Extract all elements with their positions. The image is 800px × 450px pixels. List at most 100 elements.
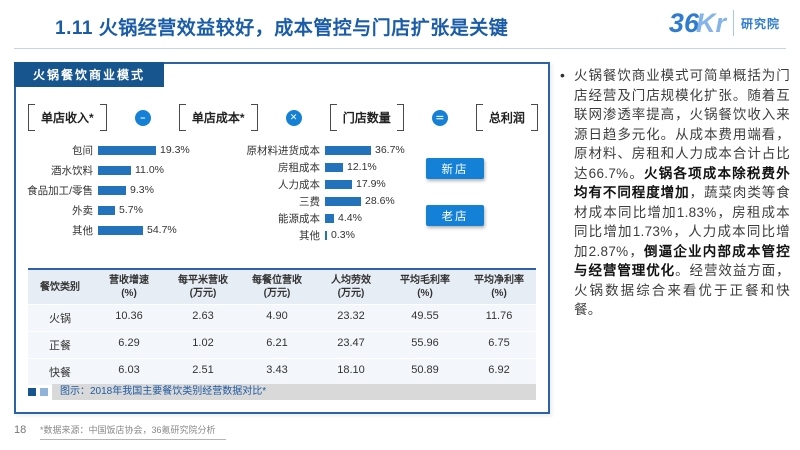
bar-category-label: 原材料进货成本 xyxy=(246,144,321,157)
paragraph-segment: 火锅餐饮商业模式可简单概括为门店经营及门店规模化扩张。随着互联网渗透率提高，火锅… xyxy=(574,68,790,181)
table-row-category: 快餐 xyxy=(28,359,92,386)
bar xyxy=(325,145,371,155)
table-header-cell: 营收增速 (%) xyxy=(92,270,166,305)
paragraph-segment: ，蔬菜肉类等食材成本同比增加1.83%，房租成本同比增加1.73%，人力成本同比… xyxy=(574,185,790,259)
table-cell: 23.47 xyxy=(314,332,388,359)
stores-term: 门店数量 xyxy=(329,104,404,131)
page-title: 1.11 火锅经营效益较好，成本管控与门店扩张是关键 xyxy=(55,18,509,39)
paragraph-segment-bold: 火锅各项成本除税费外均有不同程度增加 xyxy=(574,165,790,201)
logo-text-36: 36 xyxy=(668,8,699,38)
bar xyxy=(325,179,352,189)
bar xyxy=(325,230,327,240)
figure-caption: 图示：2018年我国主要餐饮类别经营数据对比* xyxy=(28,384,536,400)
table-header-cell: 每餐位营收 (万元) xyxy=(240,270,314,305)
brand-logo: 36Kr 研究院 xyxy=(669,8,780,38)
table-cell: 2.51 xyxy=(166,359,240,386)
minus-icon: − xyxy=(134,109,151,126)
business-model-panel: 火锅餐饮商业模式 单店收入* − 单店成本* ✕ 门店数量 ＝ 总利润 包间 19… xyxy=(14,62,550,414)
legend-square-light-icon xyxy=(40,388,48,396)
income-chart: 包间 19.3% 酒水饮料 11.0% 食品加工/零售 9.3% 外卖 5.7% 其他 54.7% xyxy=(22,144,207,237)
business-model-formula: 单店收入* − 单店成本* ✕ 门店数量 ＝ 总利润 xyxy=(28,104,538,131)
bar-row: 食品加工/零售 9.3% xyxy=(22,184,207,197)
bar-category-label: 酒水饮料 xyxy=(51,164,93,177)
bar-value: 36.7% xyxy=(375,144,405,156)
table-cell: 6.75 xyxy=(462,332,536,359)
bar xyxy=(325,162,343,172)
bar-value: 0.3% xyxy=(331,229,355,241)
bullet-icon: • xyxy=(560,67,565,83)
bar-row: 其他 0.3% xyxy=(237,229,412,242)
bar-row: 房租成本 12.1% xyxy=(237,161,412,174)
panel-tab-title: 火锅餐饮商业模式 xyxy=(14,62,164,87)
bar-row: 三费 28.6% xyxy=(237,195,412,208)
bar-category-label: 三费 xyxy=(299,195,320,208)
commentary-block: • 火锅餐饮商业模式可简单概括为门店经营及门店规模化扩张。随着互联网渗透率提高，… xyxy=(560,66,790,320)
table-cell: 2.63 xyxy=(166,305,240,332)
paragraph-segment-bold: 倒逼企业内部成本管控与经营管理优化 xyxy=(574,243,790,279)
table-header-cell: 平均净利率 (%) xyxy=(462,270,536,305)
bar xyxy=(98,165,131,175)
table-cell: 6.29 xyxy=(92,332,166,359)
charts-area: 包间 19.3% 酒水饮料 11.0% 食品加工/零售 9.3% 外卖 5.7% 其他 54.7%… xyxy=(22,144,542,242)
bar-value: 12.1% xyxy=(347,161,377,173)
table-header-cell: 每平米营收 (万元) xyxy=(166,270,240,305)
bar-row: 包间 19.3% xyxy=(22,144,207,157)
bar-value: 4.4% xyxy=(338,212,362,224)
table-header-cell: 平均毛利率 (%) xyxy=(388,270,462,305)
table-cell: 11.76 xyxy=(462,305,536,332)
bar-category-label: 包间 xyxy=(72,144,93,157)
store-buttons: 新店 老店 xyxy=(426,158,484,226)
paragraph-segment: 。经营效益方面，火锅数据综合来看优于正餐和快餐。 xyxy=(574,263,790,317)
logo-divider xyxy=(732,10,734,36)
table-header-cell: 人均劳效 (万元) xyxy=(314,270,388,305)
bar-row: 外卖 5.7% xyxy=(22,204,207,217)
bar xyxy=(325,213,334,223)
bar-value: 28.6% xyxy=(365,195,395,207)
bar xyxy=(98,185,126,195)
bar-category-label: 其他 xyxy=(299,229,320,242)
table-header-cell: 餐饮类别 xyxy=(28,270,92,305)
table-cell: 10.36 xyxy=(92,305,166,332)
table-cell: 6.03 xyxy=(92,359,166,386)
bar-value: 19.3% xyxy=(160,144,190,156)
source-footnote: *数据来源：中国饭店协会，36氪研究院分析 xyxy=(40,423,226,440)
bar xyxy=(98,225,143,235)
stats-table: 餐饮类别 营收增速 (%) 每平米营收 (万元) 每餐位营收 (万元) 人均劳效 (万元) 平均毛… xyxy=(28,270,536,386)
bar-row: 能源成本 4.4% xyxy=(237,212,412,225)
logo-36kr-icon: 36Kr xyxy=(669,8,726,38)
table-cell: 55.96 xyxy=(388,332,462,359)
old-store-button[interactable]: 老店 xyxy=(426,205,484,226)
multiply-icon: ✕ xyxy=(285,109,302,126)
table-cell: 23.32 xyxy=(314,305,388,332)
income-term: 单店收入* xyxy=(28,104,107,131)
bar-value: 5.7% xyxy=(119,204,143,216)
bar xyxy=(98,205,115,215)
bar-category-label: 能源成本 xyxy=(278,212,320,225)
cost-term: 单店成本* xyxy=(178,104,258,131)
bar-category-label: 食品加工/零售 xyxy=(27,184,93,197)
table-cell: 6.21 xyxy=(240,332,314,359)
table-cell: 6.92 xyxy=(462,359,536,386)
table-row-category: 正餐 xyxy=(28,332,92,359)
profit-term: 总利润 xyxy=(475,104,538,131)
table-cell: 4.90 xyxy=(240,305,314,332)
table-cell: 1.02 xyxy=(166,332,240,359)
page-number: 18 xyxy=(14,424,27,436)
bar xyxy=(325,196,361,206)
logo-suffix: 研究院 xyxy=(740,16,780,31)
bar xyxy=(98,145,156,155)
bar-category-label: 其他 xyxy=(72,224,93,237)
bar-category-label: 房租成本 xyxy=(278,161,320,174)
bar-value: 11.0% xyxy=(135,164,164,176)
bar-row: 酒水饮料 11.0% xyxy=(22,164,207,177)
header-divider xyxy=(14,48,786,49)
stats-table-wrap: 餐饮类别 营收增速 (%) 每平米营收 (万元) 每餐位营收 (万元) 人均劳效 (万元) 平均毛… xyxy=(28,268,536,386)
table-cell: 18.10 xyxy=(314,359,388,386)
table-cell: 3.43 xyxy=(240,359,314,386)
bar-value: 17.9% xyxy=(356,178,386,190)
bar-row: 人力成本 17.9% xyxy=(237,178,412,191)
legend-square-dark-icon xyxy=(28,388,36,396)
equals-icon: ＝ xyxy=(431,109,448,126)
new-store-button[interactable]: 新店 xyxy=(426,158,484,179)
logo-text-kr: Kr xyxy=(695,8,726,38)
